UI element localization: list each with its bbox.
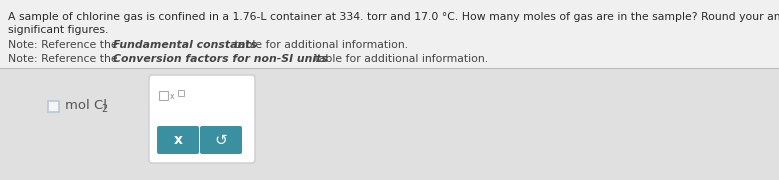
Bar [159,91,168,100]
Text: Fundamental constants: Fundamental constants [113,40,257,50]
Text: table for additional information.: table for additional information. [231,40,408,50]
Text: mol Cl: mol Cl [65,99,107,112]
Text: significant figures.: significant figures. [8,25,108,35]
Text: Note: Reference the: Note: Reference the [8,40,121,50]
Text: Note: Reference the: Note: Reference the [8,54,121,64]
Text: 2: 2 [101,105,108,114]
Bar [0,68,779,180]
FancyBboxPatch shape [149,75,255,163]
FancyBboxPatch shape [157,126,199,154]
Bar [178,90,184,96]
Bar [48,101,59,112]
Text: Conversion factors for non-SI units: Conversion factors for non-SI units [113,54,328,64]
Text: x: x [174,133,182,147]
Text: ↺: ↺ [215,132,227,147]
FancyBboxPatch shape [200,126,242,154]
Text: x: x [170,92,174,101]
Text: table for additional information.: table for additional information. [311,54,488,64]
Text: A sample of chlorine gas is confined in a 1.76-L container at 334. torr and 17.0: A sample of chlorine gas is confined in … [8,12,779,22]
